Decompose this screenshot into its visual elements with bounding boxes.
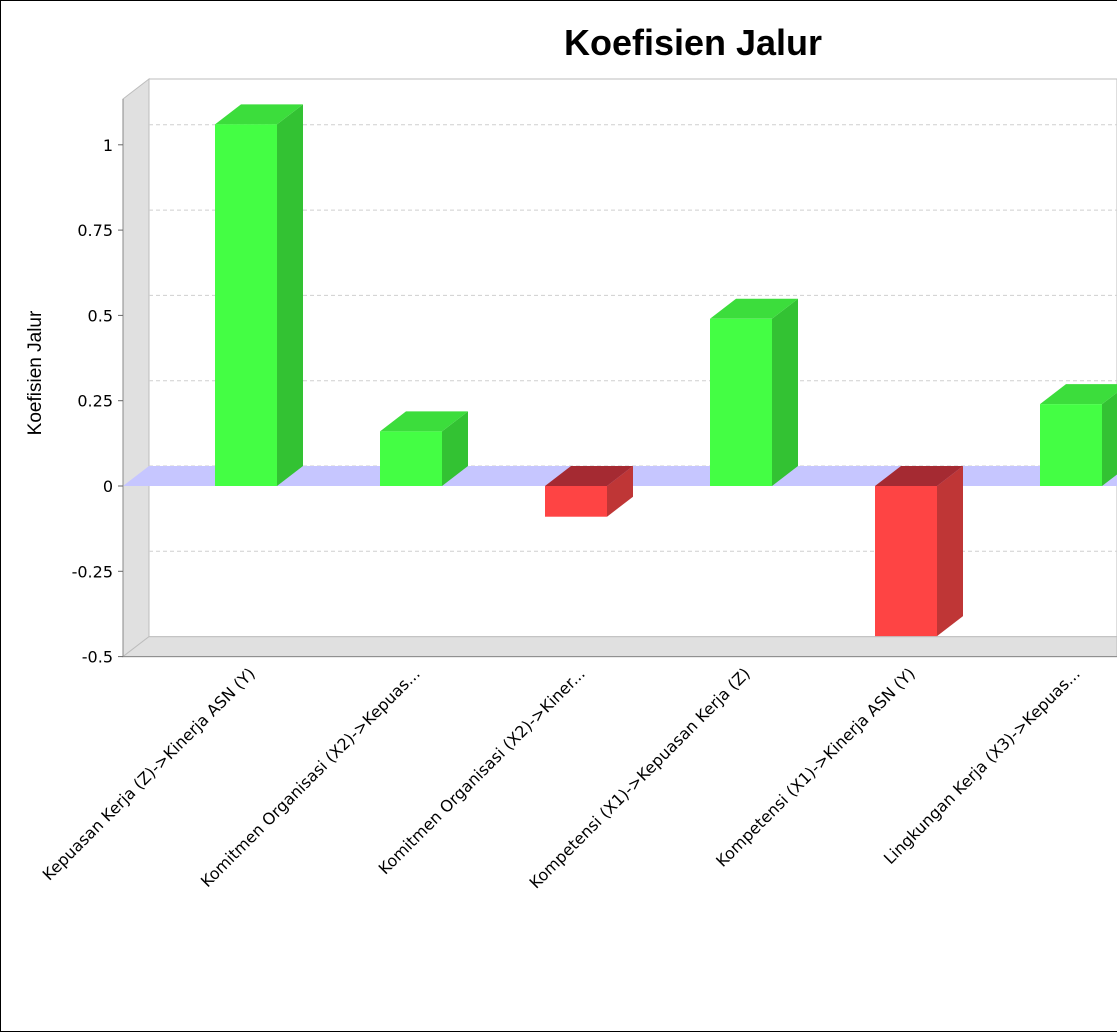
- bar-side: [442, 411, 468, 486]
- y-tick-label: 1: [103, 136, 113, 155]
- y-tick-label: 0.75: [77, 221, 113, 240]
- bar-side: [607, 466, 633, 517]
- bar-side: [1102, 392, 1117, 486]
- bar: [545, 486, 607, 517]
- left-wall: [122, 77, 150, 658]
- bar-top: [875, 466, 963, 486]
- bar: [1040, 404, 1102, 486]
- bar-top: [1040, 384, 1117, 405]
- y-tick-label: -0.5: [82, 648, 113, 667]
- chart-title: Koefisien Jalur: [564, 22, 822, 63]
- bar: [710, 318, 772, 486]
- bar-side: [772, 298, 798, 486]
- bar-top: [710, 298, 798, 319]
- x-category-label: Komitmen Organisasi (X2)->Kiner...: [375, 664, 589, 878]
- bar-side: [277, 104, 303, 486]
- y-axis-label: Koefisien Jalur: [25, 310, 46, 435]
- floor: [121, 636, 1117, 658]
- x-category-label: Kompetensi (X1)->Kinerja ASN (Y): [712, 664, 919, 871]
- y-tick-label: 0.25: [77, 392, 113, 411]
- bar: [215, 124, 277, 486]
- bar: [380, 431, 442, 486]
- bar-top: [380, 411, 468, 432]
- bar-top: [545, 466, 633, 486]
- bar-top: [215, 104, 303, 125]
- bar: [875, 486, 937, 637]
- bar-side: [937, 466, 963, 637]
- y-tick-label: 0: [103, 477, 113, 496]
- y-tick-label: -0.25: [72, 562, 113, 581]
- x-category-label: Lingkungan Kerja (X3)->Kepuas...: [880, 664, 1084, 868]
- y-tick-label: 0.5: [88, 306, 113, 325]
